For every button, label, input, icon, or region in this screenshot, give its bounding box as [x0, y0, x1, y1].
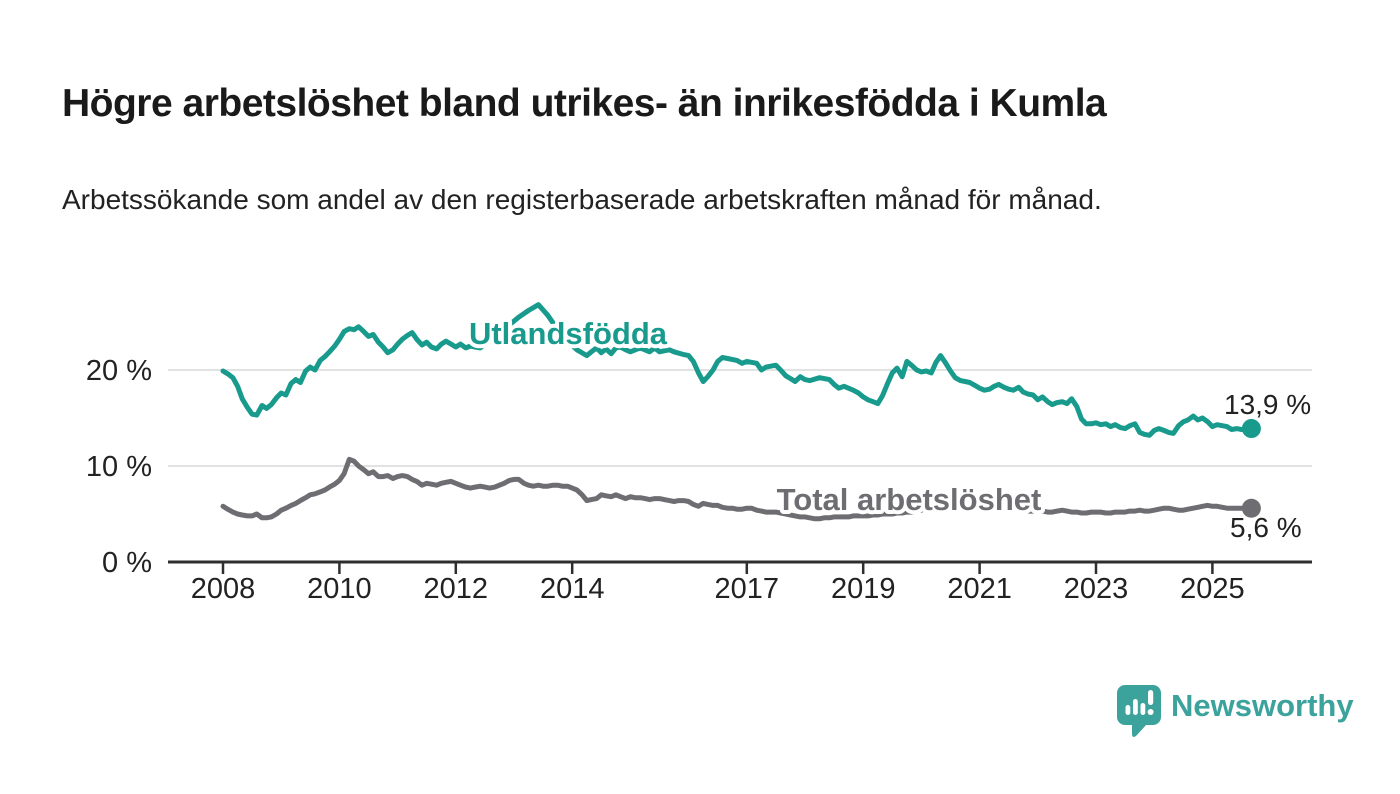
- y-tick-label: 20 %: [86, 355, 152, 387]
- newsworthy-logo-text: Newsworthy: [1171, 688, 1354, 723]
- x-tick-label: 2008: [191, 573, 256, 605]
- x-tick-label: 2025: [1180, 573, 1245, 605]
- x-tick-label: 2023: [1064, 573, 1129, 605]
- series-label-utlandsfodda: Utlandsfödda: [469, 316, 668, 351]
- series-end-dot-total: [1241, 498, 1261, 518]
- chart-subtitle: Arbetssökande som andel av den registerb…: [62, 184, 1102, 215]
- x-tick-label: 2019: [831, 573, 896, 605]
- y-tick-label: 10 %: [86, 451, 152, 483]
- series-end-value-utlandsfodda: 13,9 %: [1224, 389, 1311, 420]
- logo-bubble-shape: [1117, 685, 1161, 738]
- x-tick-label: 2021: [947, 573, 1012, 605]
- series-end-value-total: 5,6 %: [1230, 512, 1302, 543]
- page-title: Högre arbetslöshet bland utrikes- än inr…: [62, 82, 1107, 126]
- x-tick-label: 2017: [715, 573, 780, 605]
- x-tick-label: 2012: [424, 573, 489, 605]
- newsworthy-logo: Newsworthy: [1116, 684, 1354, 743]
- x-tick-label: 2014: [540, 573, 605, 605]
- x-tick-label: 2010: [307, 573, 372, 605]
- series-label-total: Total arbetslöshet: [777, 482, 1042, 517]
- series-line-total: [220, 456, 1254, 522]
- newsworthy-logo-icon: [1116, 684, 1162, 743]
- series-line-utlandsfodda: [220, 302, 1254, 438]
- y-tick-label: 0 %: [102, 547, 152, 579]
- series-end-dot-utlandsfodda: [1241, 419, 1261, 439]
